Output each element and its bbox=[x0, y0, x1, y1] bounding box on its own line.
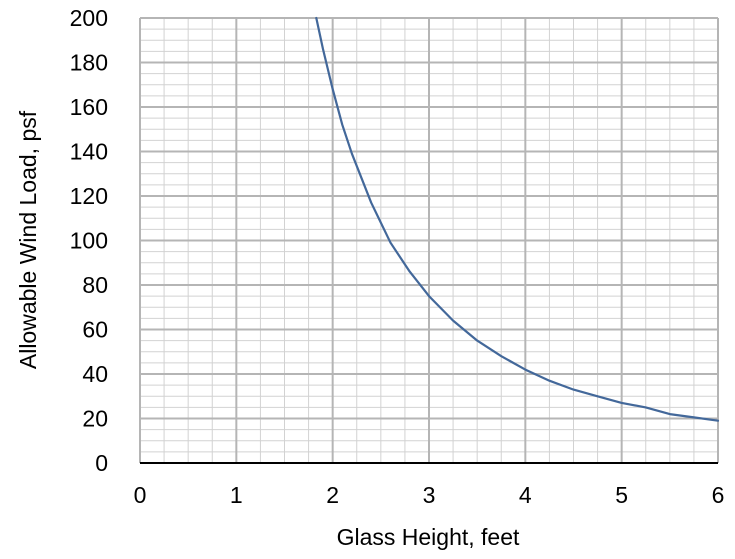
series-layer bbox=[315, 16, 720, 422]
x-tick-label: 0 bbox=[134, 482, 147, 508]
x-tick-labels: 0 1 2 3 4 5 6 bbox=[134, 482, 725, 508]
major-gridlines bbox=[139, 17, 719, 464]
x-tick-label: 6 bbox=[712, 482, 725, 508]
y-tick-label: 60 bbox=[82, 317, 108, 343]
y-tick-labels: 0 20 40 60 80 100 120 140 160 180 200 bbox=[70, 5, 108, 476]
y-tick-label: 0 bbox=[95, 450, 108, 476]
series-line bbox=[315, 16, 720, 422]
x-tick-label: 3 bbox=[423, 482, 436, 508]
x-axis-label: Glass Height, feet bbox=[337, 524, 520, 550]
y-tick-label: 40 bbox=[82, 361, 108, 387]
y-tick-label: 200 bbox=[70, 5, 108, 31]
x-tick-label: 1 bbox=[230, 482, 243, 508]
y-tick-label: 140 bbox=[70, 139, 108, 165]
y-tick-label: 120 bbox=[70, 183, 108, 209]
y-tick-label: 80 bbox=[82, 272, 108, 298]
x-tick-label: 4 bbox=[519, 482, 532, 508]
x-tick-label: 2 bbox=[326, 482, 339, 508]
x-tick-label: 5 bbox=[615, 482, 628, 508]
y-axis-label: Allowable Wind Load, psf bbox=[15, 110, 41, 369]
y-tick-label: 20 bbox=[82, 406, 108, 432]
y-tick-label: 160 bbox=[70, 94, 108, 120]
y-tick-label: 100 bbox=[70, 228, 108, 254]
y-tick-label: 180 bbox=[70, 50, 108, 76]
